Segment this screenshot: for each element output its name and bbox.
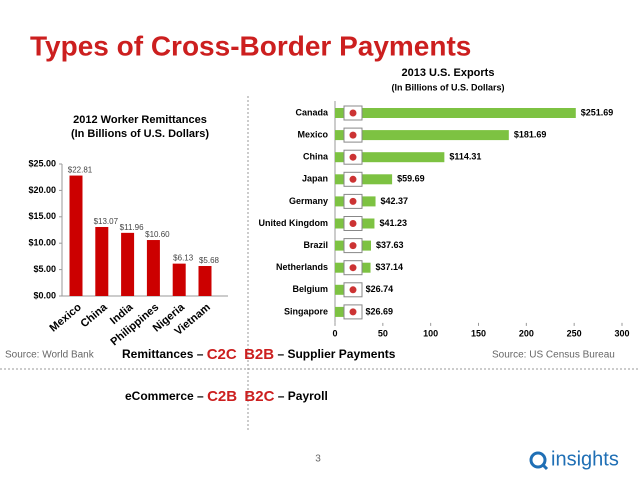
flag-icon [349,286,357,294]
label: B2B [244,346,274,363]
value-label: $42.37 [381,196,409,206]
logo: insights [551,448,619,470]
y-tick-label: $25.00 [28,158,56,168]
y-tick-label: $15.00 [28,211,56,221]
bar [95,226,109,296]
label: C2B [207,388,237,405]
source: Source: World Bank [5,350,95,361]
slide-title: Types of Cross-Border Payments [30,30,471,61]
y-tick-label: Belgium [292,284,328,294]
label: – Payroll [278,389,328,403]
chart-subtitle: (In Billions of U.S. Dollars) [71,128,209,140]
bar [335,152,445,163]
value-label: $251.69 [581,107,614,117]
flag-icon [349,264,357,272]
x-tick-label: 0 [332,328,337,338]
bar [335,174,393,185]
y-tick-label: United Kingdom [259,218,329,228]
bar [172,263,186,296]
bar [121,232,135,296]
y-tick-label: Japan [302,174,328,184]
flag-icon [349,131,357,139]
flag-icon [349,242,357,250]
y-tick-label: Singapore [284,306,328,316]
label: – Supplier Payments [277,347,395,361]
label: Remittances – [122,347,204,361]
value-label: $114.31 [449,152,481,162]
x-tick-label: 100 [423,328,438,338]
x-tick-label: 50 [378,328,388,338]
flag-icon [349,153,357,161]
page-number: 3 [315,454,321,465]
y-tick-label: $5.00 [33,264,56,274]
flag-icon [349,109,357,117]
value-label: $181.69 [514,129,547,139]
y-tick-label: China [303,152,329,162]
value-label: $37.63 [376,240,404,250]
bar [69,175,83,296]
logo-icon [529,451,547,469]
value-label: $59.69 [397,174,425,184]
y-tick-label: Netherlands [276,262,328,272]
label: B2C [244,388,274,405]
bar [335,130,509,141]
y-tick-label: Brazil [303,240,328,250]
logo-icon [540,462,549,471]
value-label: $6.13 [173,254,194,263]
value-label: $13.07 [94,217,119,226]
x-tick-label: 200 [519,328,534,338]
chart-title: 2012 Worker Remittances [73,114,207,126]
y-tick-label: Germany [289,196,328,206]
value-label: $26.69 [366,306,394,316]
value-label: $26.74 [366,284,394,294]
flag-icon [349,220,357,227]
value-label: $10.60 [145,230,170,239]
y-tick-label: Mexico [297,129,328,139]
payment-row: Remittances – C2C B2B – Supplier Payment… [122,346,396,363]
flag-icon [349,197,357,205]
x-tick-label: 300 [614,328,629,338]
y-tick-label: $0.00 [33,290,56,300]
flag-icon [349,308,357,316]
x-tick-label: China [78,301,110,330]
x-tick-label: Mexico [48,301,84,334]
bar [198,266,212,296]
payment-row: eCommerce – C2B B2C – Payroll [125,388,328,405]
x-tick-label: 150 [471,328,486,338]
y-tick-label: $10.00 [28,238,56,248]
value-label: $22.81 [68,166,93,175]
x-tick-label: 250 [567,328,582,338]
source: Source: US Census Bureau [492,350,615,361]
value-label: $41.23 [379,218,407,228]
value-label: $5.68 [199,256,220,265]
flag-icon [349,175,357,183]
y-tick-label: Canada [295,107,329,117]
label: eCommerce – [125,389,204,403]
y-tick-label: $20.00 [28,185,56,195]
value-label: $37.14 [376,262,404,272]
value-label: $11.96 [120,223,144,232]
chart-subtitle: (In Billions of U.S. Dollars) [391,82,504,92]
bar [146,240,160,296]
bar [335,108,576,118]
chart-title: 2013 U.S. Exports [402,67,495,79]
label: C2C [207,346,237,363]
